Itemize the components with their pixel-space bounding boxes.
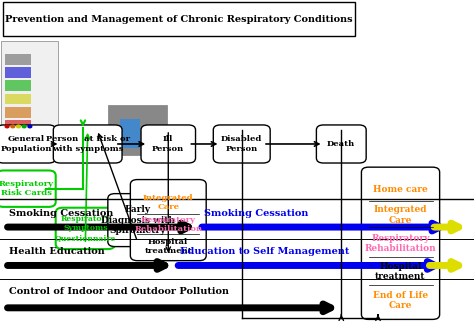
FancyBboxPatch shape	[120, 119, 140, 148]
Circle shape	[22, 125, 26, 128]
Text: Hospital
treatment: Hospital treatment	[145, 238, 192, 255]
FancyBboxPatch shape	[141, 125, 195, 163]
Text: Smoking Cessation: Smoking Cessation	[204, 209, 308, 218]
Text: Person  at Risk or
with symptoms: Person at Risk or with symptoms	[46, 135, 130, 153]
Bar	[5, 94, 31, 104]
Text: Disabled
Person: Disabled Person	[221, 135, 263, 153]
Circle shape	[11, 125, 15, 128]
FancyBboxPatch shape	[316, 125, 366, 163]
Text: Integrated
Care: Integrated Care	[374, 205, 427, 224]
Bar	[5, 80, 31, 91]
FancyBboxPatch shape	[130, 179, 206, 261]
Text: Early
Diagnosis with
Spirometry: Early Diagnosis with Spirometry	[100, 205, 174, 235]
Text: Health Education: Health Education	[9, 247, 105, 256]
FancyBboxPatch shape	[108, 105, 167, 155]
Text: Control of Indoor and Outdoor Pollution: Control of Indoor and Outdoor Pollution	[9, 287, 229, 297]
Circle shape	[28, 125, 32, 128]
FancyBboxPatch shape	[361, 167, 439, 319]
Circle shape	[5, 125, 9, 128]
Text: Hospital
treatment: Hospital treatment	[375, 262, 426, 281]
FancyBboxPatch shape	[108, 194, 167, 247]
FancyBboxPatch shape	[213, 125, 270, 163]
Text: Death: Death	[327, 140, 356, 148]
Text: Respiratory
Rehabilitation: Respiratory Rehabilitation	[365, 234, 437, 253]
Text: General
Population: General Population	[0, 135, 52, 153]
FancyBboxPatch shape	[53, 125, 122, 163]
Bar	[5, 54, 31, 65]
FancyBboxPatch shape	[0, 170, 56, 207]
FancyBboxPatch shape	[56, 208, 115, 249]
Text: Ill
Person: Ill Person	[152, 135, 184, 153]
FancyBboxPatch shape	[0, 125, 56, 163]
Text: Respiratory
Symptoms
Questionnaire: Respiratory Symptoms Questionnaire	[55, 215, 116, 242]
FancyBboxPatch shape	[3, 2, 355, 36]
FancyBboxPatch shape	[1, 41, 58, 133]
Bar	[5, 120, 31, 131]
Text: Smoking Cessation: Smoking Cessation	[9, 209, 114, 218]
Bar	[5, 107, 31, 118]
Circle shape	[17, 125, 20, 128]
Text: Integrated
Care: Integrated Care	[143, 194, 193, 211]
Text: Home care: Home care	[373, 185, 428, 194]
Text: Education to Self Management: Education to Self Management	[180, 247, 349, 256]
Bar	[5, 67, 31, 78]
Text: Respiratory
Risk Cards: Respiratory Risk Cards	[0, 180, 54, 197]
Text: Prevention and Management of Chronic Respiratory Conditions: Prevention and Management of Chronic Res…	[5, 15, 353, 24]
Text: Respiratory
Rehabilitation: Respiratory Rehabilitation	[134, 216, 202, 233]
Text: End of Life
Care: End of Life Care	[373, 291, 428, 310]
